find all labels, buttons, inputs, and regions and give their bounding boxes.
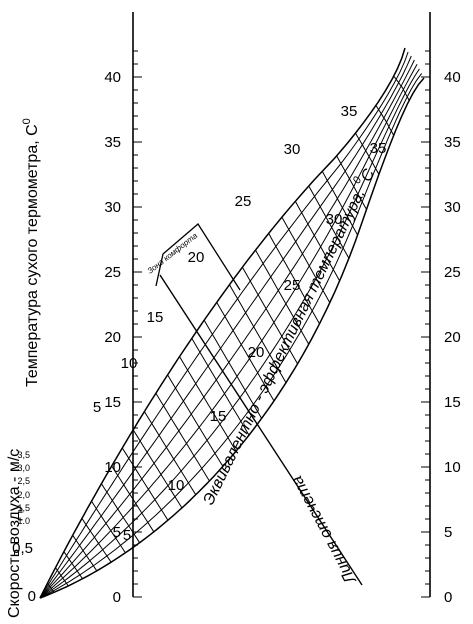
- left-tick-label: 40: [104, 69, 121, 86]
- right-tick-label: 35: [444, 134, 461, 151]
- right-tick-label: 10: [444, 459, 461, 476]
- right-axis-ticks: 0 5 10 15 20 25 30 35 40: [421, 50, 461, 606]
- effective-temp-label-lower: 25: [284, 277, 301, 294]
- right-tick-label: 0: [444, 589, 452, 606]
- air-speed-label: 2,0: [17, 490, 30, 500]
- left-tick-label: 5: [113, 524, 121, 541]
- effective-temp-isoline: [268, 233, 320, 325]
- effective-temp-isoline: [321, 171, 359, 236]
- left-tick-label: 35: [104, 134, 121, 151]
- effective-temp-label-upper: 10: [121, 355, 138, 372]
- left-tick-label: 0: [113, 589, 121, 606]
- effective-temp-isoline: [100, 483, 141, 543]
- example-line-stroke: [159, 274, 363, 586]
- air-speed-label: 3,0: [17, 463, 30, 473]
- air-speed-label: 3,5: [17, 450, 30, 460]
- left-axis-title-sup: 0: [21, 118, 33, 124]
- air-speed-label: 1,5: [17, 503, 30, 513]
- speed-curve: [39, 51, 409, 599]
- effective-temp-isoline: [121, 447, 169, 521]
- effective-temp-isoline: [155, 393, 210, 482]
- left-axis-title: Температура сухого термометра, С0: [21, 118, 41, 387]
- air-speed-labels: 0 0,5 1.0 1,5 2,0 2,5 3,0 3,5: [12, 450, 36, 605]
- effective-temp-label-lower: 35: [370, 140, 387, 157]
- effective-temp-unit-sup: 0: [351, 174, 365, 186]
- effective-temp-isoline: [229, 284, 287, 383]
- effective-temp-label-lower: 5: [123, 527, 131, 544]
- effective-temp-labels-lower: 5 10 15 20 25 30 35: [123, 140, 387, 544]
- left-axis-ticks: 0 5 10 15 20 25 30 35 40: [104, 50, 142, 606]
- left-tick-label: 15: [104, 394, 121, 411]
- right-tick-label: 40: [444, 69, 461, 86]
- effective-temp-isoline: [241, 266, 298, 365]
- right-tick-label: 30: [444, 199, 461, 216]
- effective-temp-label-upper: 5: [93, 399, 101, 416]
- effective-temp-label-lower: 20: [248, 344, 265, 361]
- effective-temp-isoline: [47, 582, 55, 593]
- right-tick-label: 5: [444, 524, 452, 541]
- effective-temp-isoline: [355, 132, 380, 175]
- air-speed-label: 0,5: [12, 540, 33, 557]
- air-speed-label: 1.0: [17, 516, 30, 526]
- effective-temp-isoline: [281, 216, 331, 303]
- effective-temp-isoline: [179, 356, 237, 452]
- effective-temp-label-upper: 20: [188, 249, 205, 266]
- effective-temp-isoline: [143, 411, 197, 496]
- effective-temp-isoline: [308, 185, 350, 259]
- left-axis-title-text: Температура сухого термометра, С: [24, 124, 41, 387]
- effective-temp-isoline: [111, 465, 155, 533]
- effective-temp-label-upper: 30: [284, 141, 301, 158]
- right-tick-label: 25: [444, 264, 461, 281]
- effective-temp-isoline: [336, 155, 367, 210]
- effective-temp-label-lower: 10: [168, 477, 185, 494]
- comfort-zone-outline: [155, 223, 241, 291]
- effective-temp-label-lower: 30: [326, 211, 343, 228]
- effective-temp-isoline: [81, 518, 112, 563]
- effective-temp-isoline: [63, 551, 83, 579]
- left-tick-label: 20: [104, 329, 121, 346]
- effective-temp-isoline: [167, 374, 224, 467]
- effective-temp-isoline: [216, 302, 275, 402]
- speed-curve: [39, 55, 412, 599]
- effective-temp-isoline: [203, 320, 263, 419]
- effective-temp-isoline: [91, 500, 126, 554]
- right-tick-label: 20: [444, 329, 461, 346]
- right-axis: 0 5 10 15 20 25 30 35 40: [421, 12, 461, 606]
- air-speed-label: 0: [28, 588, 36, 605]
- example-line: Линия отсчета: [159, 274, 363, 587]
- effective-temp-caption: Эквивалентно - эффективная температура, …: [196, 164, 379, 508]
- effective-temp-isoline: [294, 201, 341, 282]
- effective-temp-label-upper: 15: [147, 309, 164, 326]
- left-tick-label: 30: [104, 199, 121, 216]
- nomogram-grid: [39, 47, 425, 599]
- speed-curve: [39, 64, 418, 599]
- speed-curve: [39, 47, 406, 599]
- effective-temp-isoline: [72, 535, 98, 572]
- speed-curve: [39, 68, 420, 599]
- example-line-label: Линия отсчета: [289, 473, 360, 587]
- right-tick-label: 15: [444, 394, 461, 411]
- effective-temp-label-upper: 35: [341, 103, 358, 120]
- effective-temp-label-lower: 15: [210, 408, 227, 425]
- effective-temp-isoline: [393, 75, 410, 101]
- air-speed-title: Скорость воздуха - м/с: [6, 449, 23, 618]
- effective-temp-isoline: [375, 105, 395, 136]
- effective-temp-isoline: [55, 567, 69, 587]
- effective-temp-label-upper: 25: [235, 193, 252, 210]
- air-speed-label: 2,5: [17, 476, 30, 486]
- effective-temp-labels-upper: 5 10 15 20 25 30 35: [93, 103, 358, 416]
- effective-temp-isoline: [191, 338, 250, 436]
- effective-temp-isoline: [132, 429, 183, 509]
- left-tick-label: 25: [104, 264, 121, 281]
- effective-temp-isoline: [255, 249, 310, 345]
